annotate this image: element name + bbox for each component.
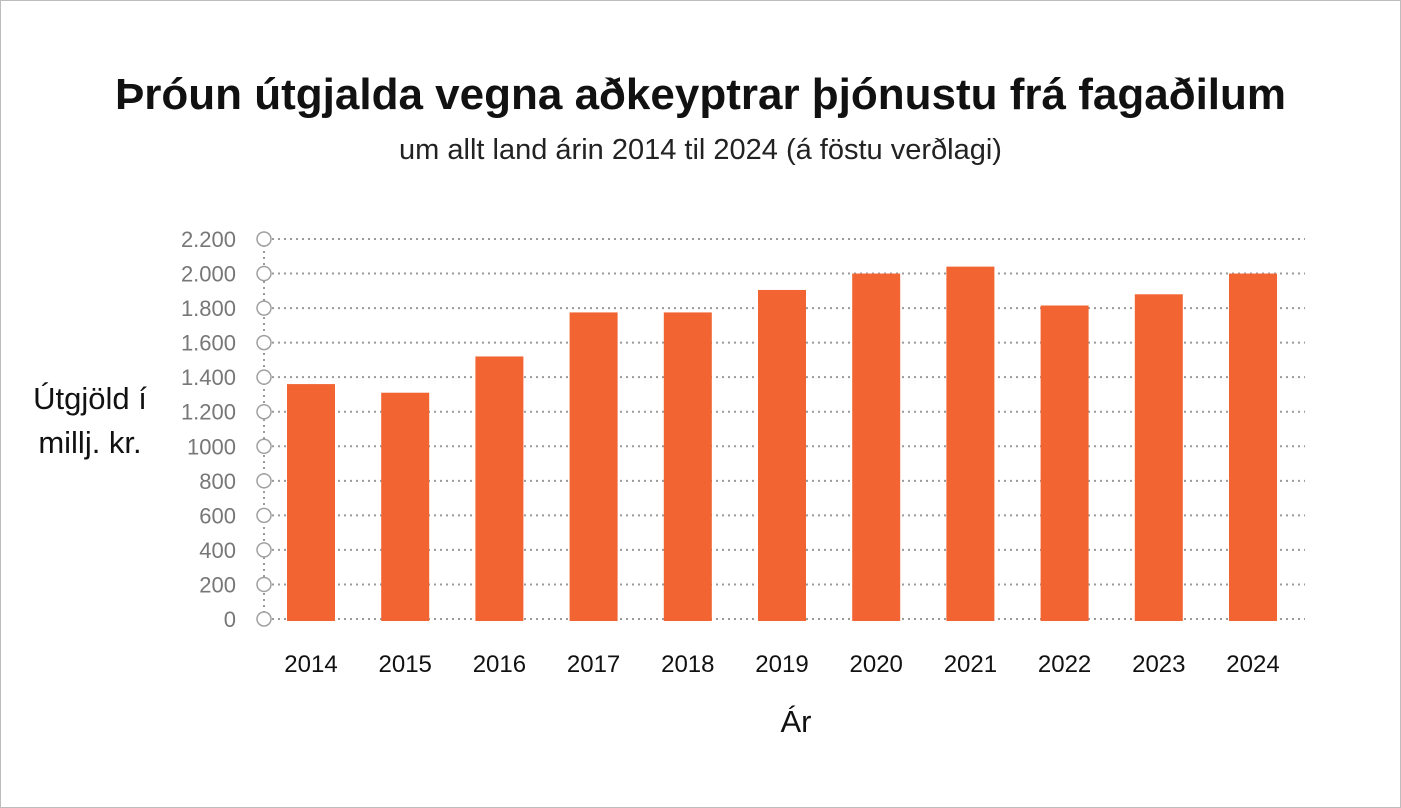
- bar-2020: [852, 273, 901, 621]
- y-tick-marker: [256, 300, 272, 316]
- y-tick-marker: [256, 403, 272, 420]
- y-tick-label: 2.000: [181, 262, 236, 287]
- bar-2019: [758, 289, 806, 621]
- y-tick-marker: [256, 369, 272, 385]
- y-tick-marker: [256, 576, 272, 593]
- y-tick-marker: [256, 231, 272, 247]
- x-tick-label-2019: 2019: [755, 651, 808, 678]
- y-tick-marker: [256, 473, 272, 489]
- bar-2024: [1229, 273, 1277, 621]
- x-tick-label-2017: 2017: [567, 651, 620, 678]
- bar-2021: [946, 266, 995, 621]
- bar-2015: [381, 392, 430, 621]
- y-tick-label: 1.200: [181, 400, 236, 425]
- y-tick-label: 1.600: [181, 331, 236, 356]
- y-axis-ticks: 0 200 400 600 800 1000 1.200 1.400 1.600 1.800 2.0…: [181, 227, 272, 632]
- y-tick-label: 0: [224, 607, 236, 632]
- x-tick-label-2022: 2022: [1038, 651, 1091, 678]
- x-tick-label-2021: 2021: [944, 651, 997, 678]
- y-tick-label: 1.400: [181, 365, 236, 390]
- y-tick-marker: [256, 507, 272, 524]
- bar-2018: [663, 312, 712, 621]
- y-tick-marker: [256, 611, 272, 627]
- chart-title: Þróun útgjalda vegna aðkeyptrar þjónustu…: [114, 70, 1287, 119]
- x-tick-label-2015: 2015: [379, 651, 432, 678]
- y-tick-label: 200: [199, 572, 236, 597]
- bar-2023: [1134, 294, 1183, 621]
- y-axis-label-line-2: millj. kr.: [38, 425, 142, 460]
- y-tick-marker: [256, 265, 272, 282]
- x-tick-label-2014: 2014: [284, 651, 337, 678]
- y-tick-label: 800: [199, 469, 236, 494]
- x-tick-label-2024: 2024: [1226, 651, 1279, 678]
- bar-2017: [569, 312, 618, 621]
- y-tick-label: 2.200: [181, 227, 236, 252]
- y-tick-label: 400: [199, 538, 236, 563]
- x-tick-label-2023: 2023: [1132, 651, 1185, 678]
- y-axis-label: Útgjöld í millj. kr.: [20, 377, 160, 465]
- bars: [287, 266, 1277, 621]
- y-tick-label: 1000: [187, 434, 236, 459]
- bar-2016: [475, 356, 524, 621]
- x-axis-label: Ár: [781, 704, 812, 739]
- x-tick-label-2020: 2020: [850, 651, 903, 678]
- y-tick-marker: [256, 438, 272, 455]
- bar-2022: [1040, 305, 1089, 621]
- x-tick-label-2018: 2018: [661, 651, 714, 678]
- y-tick-label: 600: [199, 503, 236, 528]
- bar-2014: [287, 384, 335, 621]
- x-axis-ticks: 2014 2015 2016 2017 2018 2019 2020 2021 2022 2023…: [284, 651, 1279, 678]
- chart-subtitle: um allt land árin 2014 til 2024 (á föstu…: [399, 134, 1002, 166]
- y-axis-label-line-1: Útgjöld í: [33, 381, 147, 416]
- y-tick-label: 1.800: [181, 296, 236, 321]
- y-tick-marker: [256, 542, 272, 558]
- y-tick-marker: [256, 334, 272, 351]
- x-tick-label-2016: 2016: [473, 651, 526, 678]
